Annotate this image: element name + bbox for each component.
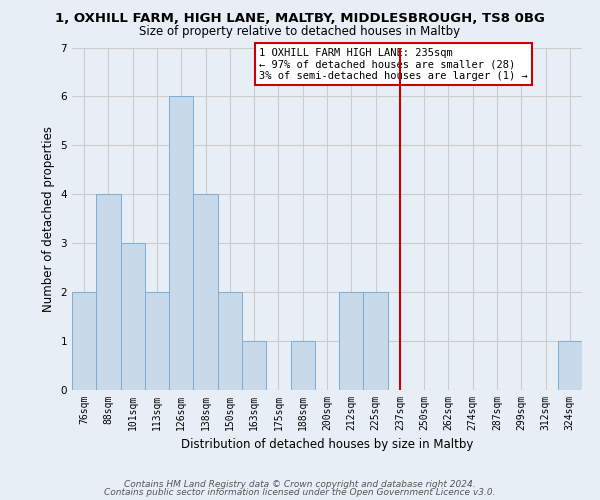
Text: 1 OXHILL FARM HIGH LANE: 235sqm
← 97% of detached houses are smaller (28)
3% of : 1 OXHILL FARM HIGH LANE: 235sqm ← 97% of… [259,48,528,80]
Bar [558,341,582,390]
Y-axis label: Number of detached properties: Number of detached properties [42,126,55,312]
Bar [145,292,169,390]
Text: 1, OXHILL FARM, HIGH LANE, MALTBY, MIDDLESBROUGH, TS8 0BG: 1, OXHILL FARM, HIGH LANE, MALTBY, MIDDL… [55,12,545,26]
Bar [364,292,388,390]
Bar [242,341,266,390]
Text: Contains public sector information licensed under the Open Government Licence v3: Contains public sector information licen… [104,488,496,497]
Bar [169,96,193,390]
Text: Size of property relative to detached houses in Maltby: Size of property relative to detached ho… [139,25,461,38]
Text: Contains HM Land Registry data © Crown copyright and database right 2024.: Contains HM Land Registry data © Crown c… [124,480,476,489]
Bar [218,292,242,390]
Bar [96,194,121,390]
Bar [193,194,218,390]
Bar [339,292,364,390]
Bar [72,292,96,390]
X-axis label: Distribution of detached houses by size in Maltby: Distribution of detached houses by size … [181,438,473,452]
Bar [290,341,315,390]
Bar [121,243,145,390]
